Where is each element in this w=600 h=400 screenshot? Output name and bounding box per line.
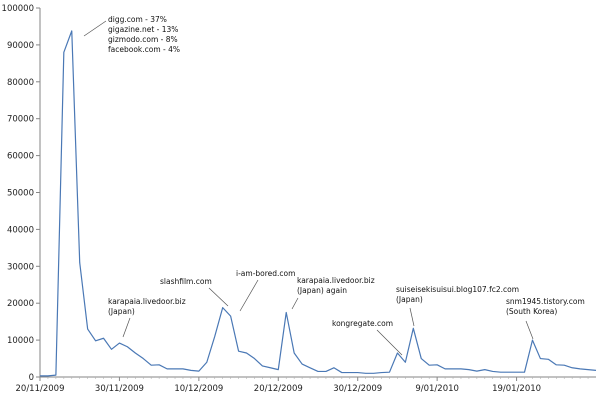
annotation-text: slashfilm.com — [160, 277, 212, 286]
x-tick-label: 30/11/2009 — [95, 384, 144, 394]
y-tick-label: 50000 — [7, 189, 34, 199]
annotation-text: (Japan) — [396, 295, 423, 304]
annotation-text: karapaia.livedoor.biz — [297, 276, 375, 285]
annotation-text: digg.com - 37% — [108, 15, 167, 24]
annotation-leader — [409, 307, 415, 327]
y-tick-label: 80000 — [7, 78, 34, 88]
annotation-text: kongregate.com — [332, 319, 393, 328]
annotation-text: facebook.com - 4% — [108, 45, 180, 54]
annotation-leader — [83, 20, 107, 37]
y-tick-label: 60000 — [7, 152, 34, 162]
annotation-text: i-am-bored.com — [236, 269, 295, 278]
x-tick-label: 19/01/2010 — [492, 384, 541, 394]
y-tick-label: 0 — [29, 373, 34, 383]
annotation-text: (South Korea) — [506, 307, 557, 316]
annotation-leader — [239, 279, 259, 312]
x-tick-label: 30/12/2009 — [333, 384, 382, 394]
y-tick-label: 70000 — [7, 115, 34, 125]
annotation-leader — [376, 329, 403, 356]
series-line — [40, 30, 597, 377]
annotation-text: snm1945.tistory.com — [506, 297, 585, 306]
annotation-leader — [208, 287, 229, 307]
annotation-leader — [122, 317, 131, 338]
x-tick-label: 10/12/2009 — [174, 384, 223, 394]
x-tick-label: 9/01/2010 — [415, 384, 459, 394]
x-tick-label: 20/12/2009 — [254, 384, 303, 394]
annotation-text: (Japan) again — [297, 286, 347, 295]
annotation-leader — [291, 297, 299, 310]
y-tick-label: 40000 — [7, 225, 34, 235]
annotation-text: gizmodo.com - 8% — [108, 35, 178, 44]
x-tick-label: 20/11/2009 — [16, 384, 65, 394]
annotation-text: (Japan) — [108, 307, 135, 316]
y-tick-label: 90000 — [7, 41, 34, 51]
y-tick-label: 100000 — [2, 4, 34, 14]
annotation-text: karapaia.livedoor.biz — [108, 297, 186, 306]
y-tick-label: 20000 — [7, 299, 34, 309]
y-tick-label: 30000 — [7, 262, 34, 272]
annotation-text: suiseisekisuisui.blog107.fc2.com — [396, 285, 519, 294]
annotation-text: gigazine.net - 13% — [108, 25, 178, 34]
annotation-leader — [525, 320, 534, 340]
y-tick-label: 10000 — [7, 336, 34, 346]
